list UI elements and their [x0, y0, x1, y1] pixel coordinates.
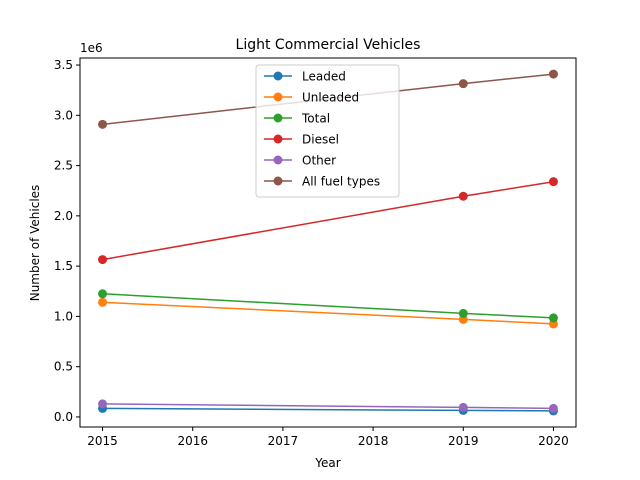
- data-point-all-fuel-types: [548, 69, 558, 79]
- legend-label: Other: [302, 154, 336, 168]
- data-point-all-fuel-types: [98, 119, 108, 129]
- x-axis-label: Year: [314, 456, 340, 470]
- data-point-unleaded: [98, 297, 108, 307]
- x-tick-label: 2016: [177, 434, 208, 448]
- y-tick-label: 3.5: [54, 58, 73, 72]
- data-point-other: [458, 402, 468, 412]
- y-tick-label: 2.5: [54, 159, 73, 173]
- data-point-diesel: [98, 255, 108, 265]
- legend-swatch-marker: [273, 92, 283, 102]
- data-point-other: [548, 403, 558, 413]
- y-tick-label: 0.0: [54, 410, 73, 424]
- data-point-total: [458, 308, 468, 318]
- x-tick-label: 2018: [358, 434, 389, 448]
- y-axis-offset-label: 1e6: [80, 41, 103, 55]
- legend-label: Unleaded: [302, 91, 359, 105]
- legend-label: All fuel types: [302, 175, 380, 189]
- data-point-diesel: [548, 177, 558, 187]
- legend-swatch-marker: [273, 71, 283, 81]
- x-tick-label: 2020: [538, 434, 569, 448]
- x-tick-label: 2015: [87, 434, 118, 448]
- legend-label: Diesel: [302, 133, 339, 147]
- y-axis-label: Number of Vehicles: [28, 185, 42, 302]
- x-tick-label: 2019: [448, 434, 479, 448]
- legend-swatch-marker: [273, 176, 283, 186]
- x-tick-label: 2017: [268, 434, 299, 448]
- axes-frame: [79, 57, 577, 428]
- y-tick-label: 1.5: [54, 259, 73, 273]
- y-tick-label: 1.0: [54, 309, 73, 323]
- plot-area: [98, 69, 558, 416]
- y-tick-label: 2.0: [54, 209, 73, 223]
- data-point-all-fuel-types: [458, 79, 468, 89]
- legend-swatch-marker: [273, 155, 283, 165]
- legend-label: Leaded: [302, 70, 346, 84]
- chart-title: Light Commercial Vehicles: [236, 37, 421, 53]
- legend-label: Total: [301, 112, 330, 126]
- legend-swatch-marker: [273, 134, 283, 144]
- axis-ticks: 2015 2016 2017 2018 2019 2020 0.0 0.5 1.0 1.5 2.0 2…: [54, 58, 569, 448]
- data-point-diesel: [458, 191, 468, 201]
- legend: Leaded Unleaded Total Diesel Other All fuel t…: [255, 64, 400, 198]
- legend-box: [255, 64, 400, 198]
- y-tick-label: 3.0: [54, 108, 73, 122]
- data-point-total: [548, 313, 558, 323]
- legend-swatch-marker: [273, 113, 283, 123]
- y-tick-label: 0.5: [54, 360, 73, 374]
- data-point-other: [98, 399, 108, 409]
- data-point-total: [98, 289, 108, 299]
